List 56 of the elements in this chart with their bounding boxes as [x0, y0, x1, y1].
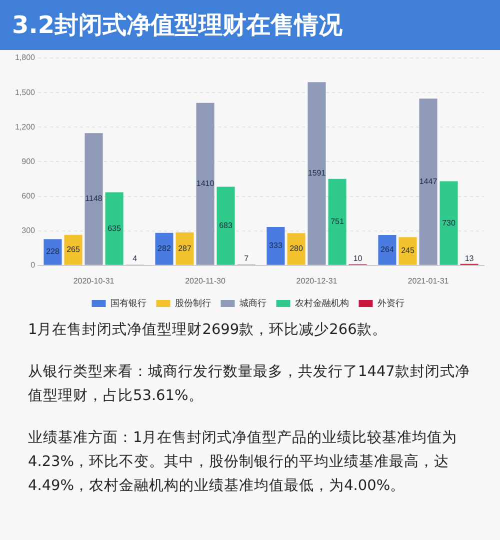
- bar: [440, 181, 458, 265]
- data-label: 635: [108, 224, 122, 233]
- text: 1月在售封闭式净值型理财2699款，环比减少266款。: [28, 321, 388, 340]
- data-label: 730: [442, 218, 456, 228]
- data-label: 1591: [308, 168, 326, 178]
- text: 业绩基准方面：1月在售封闭式净值型产品的业绩比较基准均值为4.23%，环比不变。其中，股份制银行的平均业绩基准最高，达4.49%，农村金融机构的业绩基准均值最低，为4.00%。: [28, 428, 458, 496]
- bar: [266, 227, 285, 265]
- x-tick-label: 2020-11-30: [185, 276, 226, 286]
- bar: [64, 234, 82, 265]
- data-label: 333: [269, 241, 283, 250]
- data-label: 264: [380, 245, 394, 254]
- data-label: 683: [219, 221, 233, 230]
- data-label: 1148: [85, 194, 103, 204]
- bar: [216, 186, 235, 265]
- bar: [419, 98, 438, 265]
- data-label: 7: [244, 254, 250, 264]
- bar: [378, 234, 396, 265]
- y-tick-label: 900: [22, 156, 36, 166]
- x-tick-label: 2021-01-31: [408, 276, 450, 286]
- bar: [84, 133, 103, 265]
- data-label: 1410: [196, 179, 215, 188]
- legend-label: 城商行: [238, 298, 266, 308]
- bar: [308, 82, 326, 265]
- y-tick-label: 600: [22, 191, 36, 200]
- legend-label: 外资行: [377, 298, 404, 308]
- bar: [287, 233, 306, 265]
- bar: [105, 192, 124, 265]
- y-tick-label: 1,200: [14, 122, 36, 132]
- legend-label: 农村金融机构: [294, 298, 349, 308]
- bar: [176, 232, 194, 265]
- data-label: 228: [46, 247, 60, 256]
- data-label: 265: [66, 245, 80, 254]
- bar: [196, 102, 214, 265]
- bar: [328, 178, 346, 265]
- data-label: 287: [178, 244, 192, 253]
- chart-title: 3.2封闭式净值型理财在售情况: [0, 0, 500, 50]
- bar: [398, 237, 417, 265]
- data-label: 751: [330, 217, 344, 226]
- data-label: 245: [401, 246, 415, 256]
- data-label: 280: [290, 244, 304, 254]
- bar: [44, 239, 62, 265]
- data-label: 10: [353, 254, 363, 264]
- x-tick-label: 2020-10-31: [73, 276, 115, 286]
- data-label: 4: [132, 254, 138, 264]
- data-label: 1447: [419, 176, 438, 186]
- x-tick-label: 2020-12-31: [296, 276, 338, 286]
- y-tick-label: 0: [30, 260, 36, 270]
- data-label: 282: [158, 244, 172, 254]
- bar: [155, 232, 174, 265]
- text: 从银行类型来看：城商行发行数量最多，共发行了1447款封闭式净值型理财，占比53.61%。: [28, 362, 471, 406]
- y-tick-label: 300: [22, 226, 36, 236]
- y-tick-label: 1,800: [14, 53, 36, 62]
- legend-label: 股份制行: [174, 298, 211, 308]
- legend-label: 国有银行: [110, 298, 146, 308]
- data-label: 13: [464, 254, 474, 264]
- y-tick-label: 1,500: [14, 88, 36, 97]
